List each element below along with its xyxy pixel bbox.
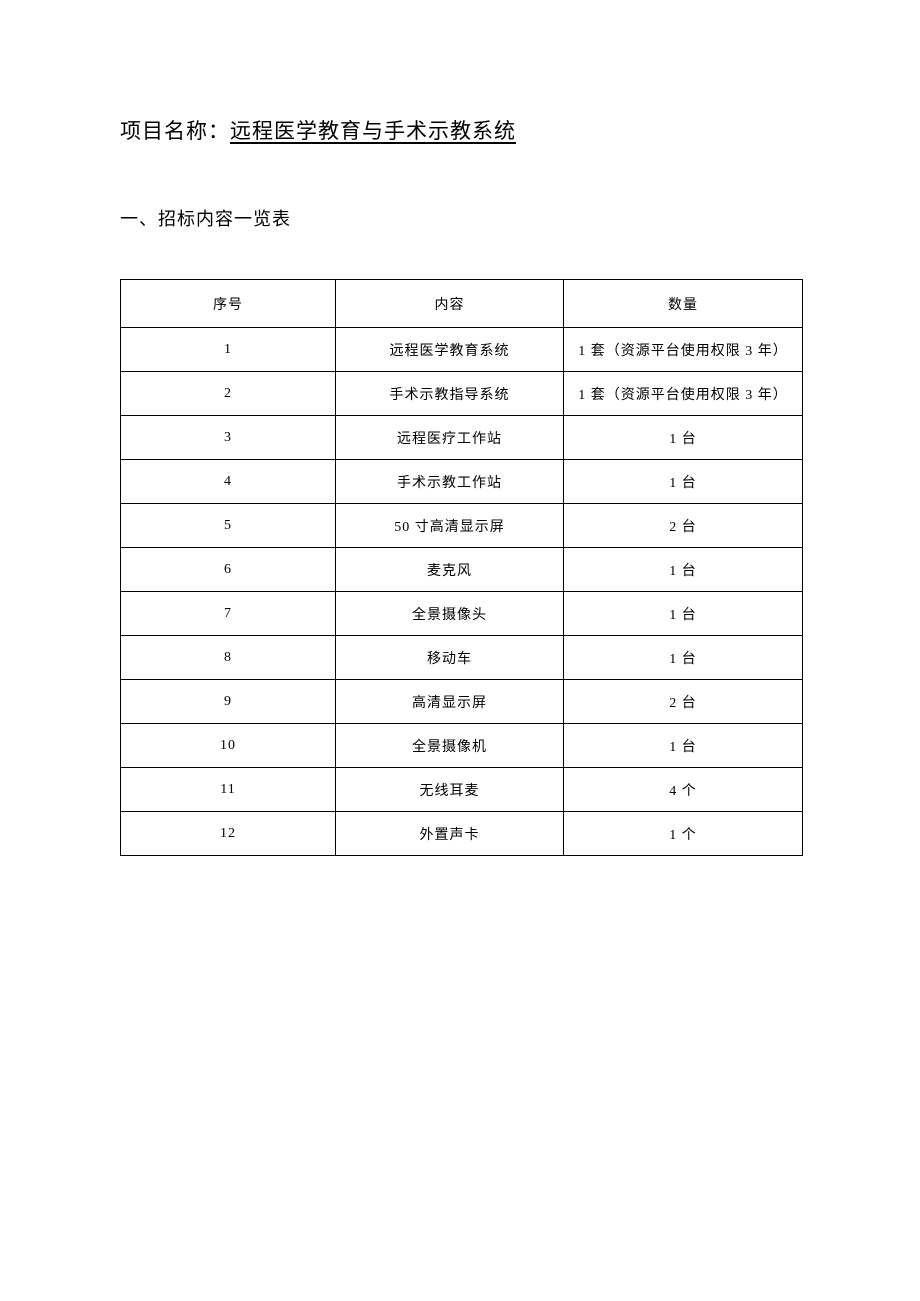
cell-content: 手术示教工作站 <box>336 460 564 504</box>
table-row: 12 外置声卡 1 个 <box>121 812 803 856</box>
cell-content: 移动车 <box>336 636 564 680</box>
cell-seq: 10 <box>121 724 336 768</box>
table-header-quantity: 数量 <box>564 280 803 328</box>
project-title-line: 项目名称：远程医学教育与手术示教系统 <box>120 115 805 145</box>
cell-seq: 7 <box>121 592 336 636</box>
cell-seq: 9 <box>121 680 336 724</box>
cell-quantity: 1 台 <box>564 724 803 768</box>
cell-seq: 1 <box>121 328 336 372</box>
cell-content: 远程医学教育系统 <box>336 328 564 372</box>
project-title-value: 远程医学教育与手术示教系统 <box>230 119 516 143</box>
tender-content-table: 序号 内容 数量 1 远程医学教育系统 1 套（资源平台使用权限 3 年） 2 … <box>120 279 803 856</box>
table-row: 1 远程医学教育系统 1 套（资源平台使用权限 3 年） <box>121 328 803 372</box>
cell-quantity: 1 台 <box>564 460 803 504</box>
cell-content: 全景摄像机 <box>336 724 564 768</box>
cell-content: 50 寸高清显示屏 <box>336 504 564 548</box>
cell-seq: 5 <box>121 504 336 548</box>
cell-seq: 6 <box>121 548 336 592</box>
cell-seq: 4 <box>121 460 336 504</box>
table-row: 9 高清显示屏 2 台 <box>121 680 803 724</box>
section-heading: 一、招标内容一览表 <box>120 205 805 231</box>
cell-quantity: 1 台 <box>564 592 803 636</box>
table-row: 8 移动车 1 台 <box>121 636 803 680</box>
cell-content: 外置声卡 <box>336 812 564 856</box>
cell-quantity: 1 套（资源平台使用权限 3 年） <box>564 372 803 416</box>
cell-seq: 8 <box>121 636 336 680</box>
table-row: 10 全景摄像机 1 台 <box>121 724 803 768</box>
cell-content: 高清显示屏 <box>336 680 564 724</box>
cell-content: 手术示教指导系统 <box>336 372 564 416</box>
cell-quantity: 1 个 <box>564 812 803 856</box>
cell-content: 麦克风 <box>336 548 564 592</box>
table-row: 3 远程医疗工作站 1 台 <box>121 416 803 460</box>
table-row: 7 全景摄像头 1 台 <box>121 592 803 636</box>
table-row: 11 无线耳麦 4 个 <box>121 768 803 812</box>
cell-quantity: 1 套（资源平台使用权限 3 年） <box>564 328 803 372</box>
cell-quantity: 1 台 <box>564 416 803 460</box>
table-header-row: 序号 内容 数量 <box>121 280 803 328</box>
table-row: 2 手术示教指导系统 1 套（资源平台使用权限 3 年） <box>121 372 803 416</box>
cell-quantity: 4 个 <box>564 768 803 812</box>
table-row: 5 50 寸高清显示屏 2 台 <box>121 504 803 548</box>
cell-seq: 12 <box>121 812 336 856</box>
table-header-seq: 序号 <box>121 280 336 328</box>
cell-quantity: 2 台 <box>564 680 803 724</box>
cell-seq: 3 <box>121 416 336 460</box>
cell-content: 无线耳麦 <box>336 768 564 812</box>
cell-seq: 2 <box>121 372 336 416</box>
cell-quantity: 2 台 <box>564 504 803 548</box>
project-title-label: 项目名称： <box>120 119 230 143</box>
table-header-content: 内容 <box>336 280 564 328</box>
cell-quantity: 1 台 <box>564 636 803 680</box>
cell-content: 全景摄像头 <box>336 592 564 636</box>
cell-seq: 11 <box>121 768 336 812</box>
cell-content: 远程医疗工作站 <box>336 416 564 460</box>
cell-quantity: 1 台 <box>564 548 803 592</box>
table-row: 4 手术示教工作站 1 台 <box>121 460 803 504</box>
table-body: 1 远程医学教育系统 1 套（资源平台使用权限 3 年） 2 手术示教指导系统 … <box>121 328 803 856</box>
table-row: 6 麦克风 1 台 <box>121 548 803 592</box>
